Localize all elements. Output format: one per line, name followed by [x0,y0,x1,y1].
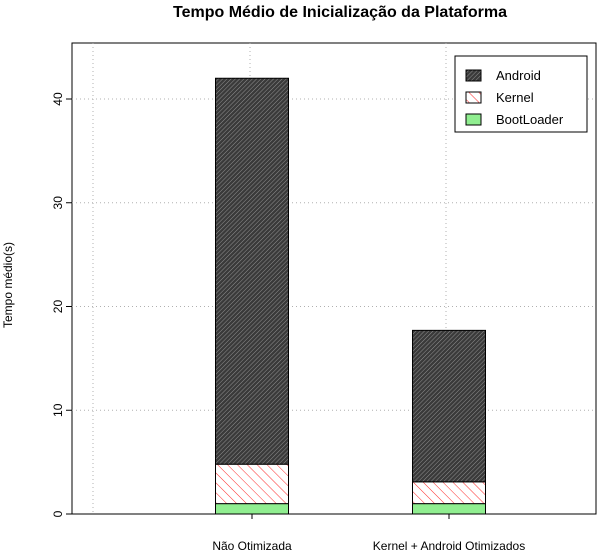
legend-label-bootloader: BootLoader [496,112,564,127]
legend-swatch-bootloader [465,113,482,126]
y-axis: 0 10 20 30 40 [51,92,72,517]
legend-label-android: Android [496,68,541,83]
bar-segment-bootloader [412,503,486,515]
bar-segment-android [412,329,486,483]
bar-segment-android [215,77,289,465]
y-tick-label: 30 [51,196,65,210]
bar-segment-kernel [215,463,289,505]
y-tick-label: 10 [51,403,65,417]
y-tick-label: 20 [51,300,65,314]
legend-label-kernel: Kernel [496,90,534,105]
x-axis-categories: Não Otimizada Kernel + Android Otimizados [212,514,525,553]
legend: Android Kernel BootLoader [454,55,588,133]
y-tick-label: 40 [51,92,65,106]
legend-swatch-android [465,69,482,82]
plot-frame [71,42,597,515]
bars [110,77,560,515]
x-category-label: Não Otimizada [212,539,292,553]
bar-segment-bootloader [215,503,289,515]
bar-segment-kernel [412,481,486,505]
y-tick-label: 0 [51,510,65,517]
y-axis-label: Tempo médio(s) [1,242,15,328]
chart-title: Tempo Médio de Inicialização da Platafor… [173,4,507,21]
legend-swatch-kernel [465,91,482,104]
x-category-label: Kernel + Android Otimizados [373,539,525,553]
